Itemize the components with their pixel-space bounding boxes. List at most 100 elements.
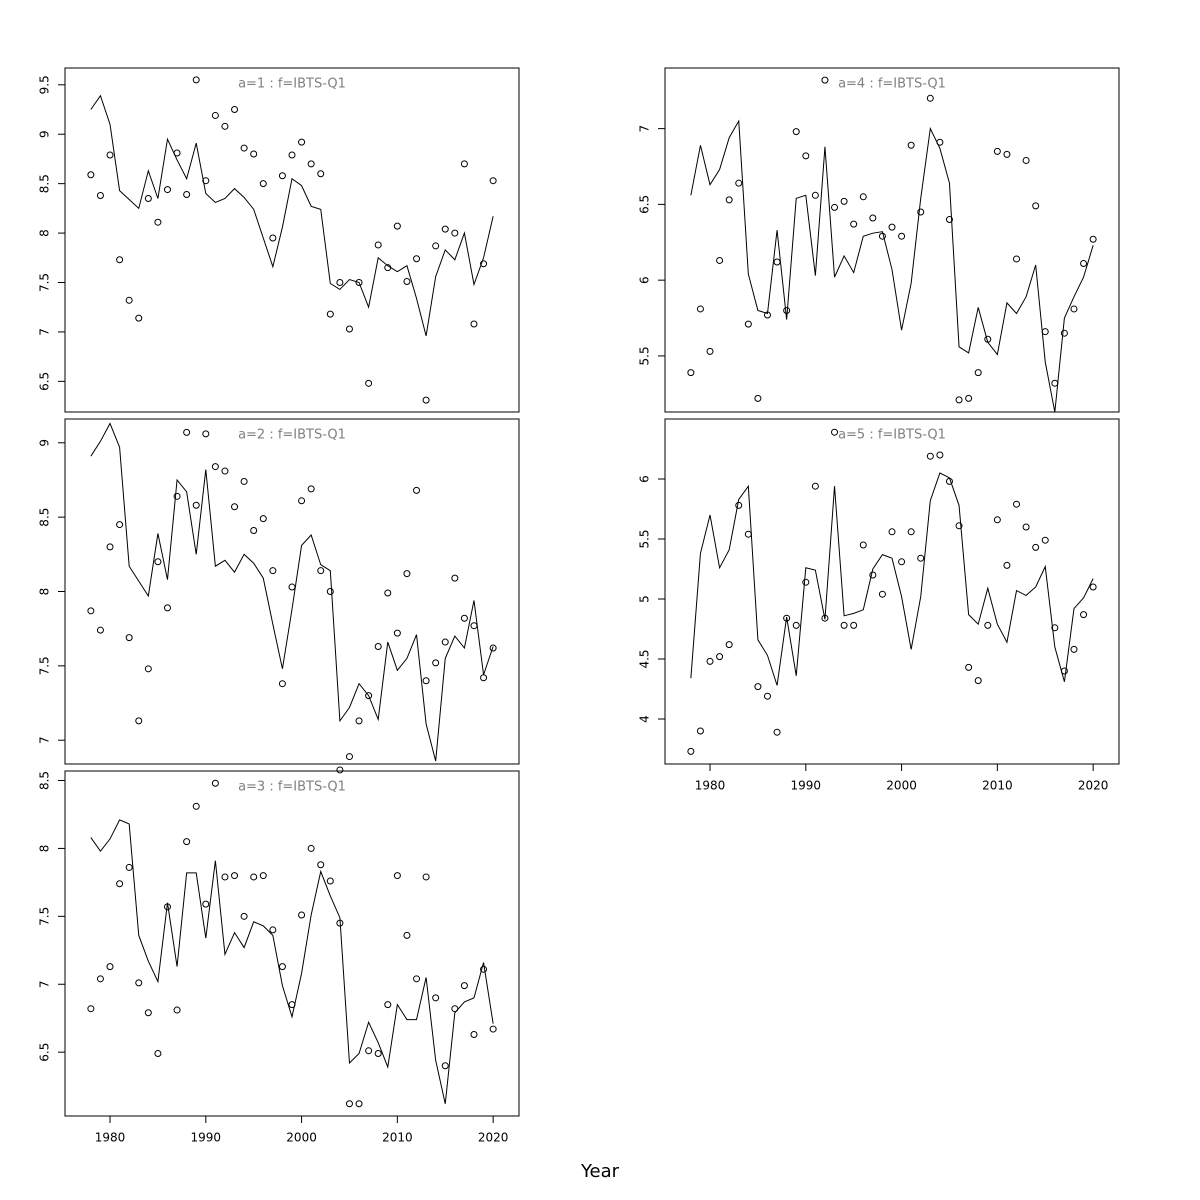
observed-point [183,428,191,436]
observed-point [374,1050,382,1058]
x-tick-label: 1980 [95,1131,126,1145]
observed-point [307,844,315,852]
observed-point [355,279,363,287]
observed-point [696,305,704,313]
observed-point [480,674,488,682]
observed-point [106,543,114,551]
observed-point [173,149,181,157]
observed-point [965,394,973,402]
observed-point [326,877,334,885]
observed-point [317,861,325,869]
observed-point [202,900,210,908]
observed-point [1070,305,1078,313]
observed-point [422,873,430,881]
observed-point [269,234,277,242]
observed-point [240,912,248,920]
observed-point [984,621,992,629]
y-tick-label: 5 [638,595,652,603]
x-tick-label: 2000 [886,779,917,793]
observed-point [221,122,229,130]
observed-point [365,379,373,387]
observed-point [754,394,762,402]
observed-point [87,607,95,615]
observed-point [211,779,219,787]
observed-point [470,320,478,328]
observed-point [259,872,267,880]
observed-point [811,482,819,490]
x-tick-label: 1990 [791,779,822,793]
observed-point [1051,624,1059,632]
observed-point [317,567,325,575]
observed-point [384,589,392,597]
y-tick-label: 9 [38,439,52,447]
observed-point [211,111,219,119]
observed-point [1080,611,1088,619]
observed-point [1060,329,1068,337]
observed-point [1032,202,1040,210]
observed-point [792,621,800,629]
observed-point [888,528,896,536]
observed-point [706,347,714,355]
observed-point [754,683,762,691]
observed-point [984,335,992,343]
observed-point [974,369,982,377]
observed-point [1060,667,1068,675]
observed-point [907,528,915,536]
y-tick-label: 6.5 [38,372,52,391]
observed-point [259,515,267,523]
x-tick-label: 2020 [478,1131,509,1145]
observed-point [945,216,953,224]
observed-point [231,503,239,511]
observed-point [317,170,325,178]
observed-point [974,677,982,685]
observed-point [269,567,277,575]
observed-point [163,186,171,194]
observed-point [460,614,468,622]
y-tick-label: 4 [638,715,652,723]
y-tick-label: 7 [38,328,52,336]
observed-point [269,926,277,934]
observed-point [1022,156,1030,164]
observed-point [144,1009,152,1017]
y-tick-label: 8 [38,845,52,853]
observed-point [706,657,714,665]
y-tick-label: 8.5 [38,771,52,790]
observed-point [393,222,401,230]
observed-point [374,643,382,651]
observed-point [250,527,258,535]
observed-point [221,467,229,475]
observed-point [365,1047,373,1055]
observed-point [735,179,743,187]
observed-point [307,485,315,493]
observed-point [1032,543,1040,551]
observed-point [403,931,411,939]
observed-point [451,229,459,237]
observed-point [955,522,963,530]
fit-line [90,422,494,762]
panel-title: a=5 : f=IBTS-Q1 [838,428,946,443]
observed-point [211,463,219,471]
observed-point [278,172,286,180]
observed-point [384,264,392,272]
x-tick-label: 2010 [382,1131,413,1145]
x-tick-label: 2020 [1078,779,1109,793]
observed-point [821,614,829,622]
observed-point [298,911,306,919]
observed-point [451,574,459,582]
observed-point [898,232,906,240]
observed-point [336,766,344,774]
observed-point [480,965,488,973]
observed-point [106,151,114,159]
observed-point [326,588,334,595]
observed-point [365,692,373,700]
observed-point [773,258,781,266]
observed-point [106,963,114,971]
x-axis-label: Year [580,1161,620,1182]
y-tick-label: 4.5 [638,649,652,668]
observed-point [783,306,791,314]
observed-point [192,802,200,810]
y-tick-label: 7 [38,980,52,988]
observed-point [288,1001,296,1009]
observed-point [355,717,363,725]
